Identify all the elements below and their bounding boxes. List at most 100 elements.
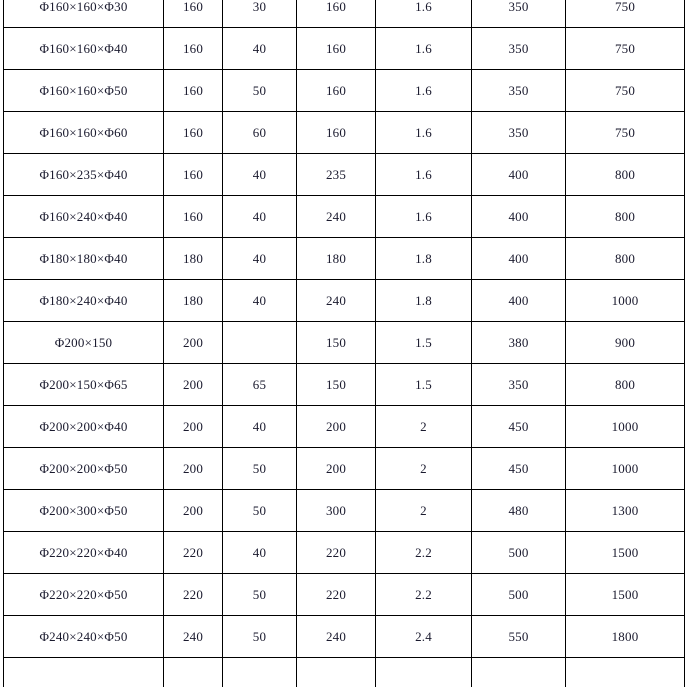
table-cell-a: 200 bbox=[163, 405, 223, 448]
table-cell-d: 1.8 bbox=[375, 237, 472, 280]
table-cell-f: 1500 bbox=[565, 573, 685, 616]
table-cell-f: 800 bbox=[565, 195, 685, 238]
table-row: Φ220×220×Φ50 220 50 220 2.2 500 1500 bbox=[3, 573, 685, 616]
table-cell-model: Φ180×240×Φ40 bbox=[3, 279, 164, 322]
table-cell-e: 500 bbox=[471, 573, 566, 616]
table-cell-f: 750 bbox=[565, 0, 685, 28]
table-cell-b: 40 bbox=[222, 153, 297, 196]
table-cell-model: Φ200×200×Φ50 bbox=[3, 447, 164, 490]
table-cell-d: 1.6 bbox=[375, 69, 472, 112]
table-cell-c: 160 bbox=[296, 111, 376, 154]
spec-table-scroller: Φ160×160×Φ30 160 30 160 1.6 350 750 Φ160×160×Φ4… bbox=[3, 0, 685, 687]
table-cell-b: 40 bbox=[222, 237, 297, 280]
table-row: Φ200×300×Φ50 200 50 300 2 480 1300 bbox=[3, 489, 685, 532]
table-cell-e: 480 bbox=[471, 489, 566, 532]
table-cell-e: 450 bbox=[471, 447, 566, 490]
table-cell-a: 200 bbox=[163, 447, 223, 490]
table-cell-d: 1.6 bbox=[375, 153, 472, 196]
table-cell-a: 160 bbox=[163, 69, 223, 112]
table-cell-b bbox=[222, 321, 297, 364]
table-cell-model bbox=[3, 657, 164, 687]
table-cell-f: 1000 bbox=[565, 279, 685, 322]
table-cell-b: 50 bbox=[222, 69, 297, 112]
specification-table-body: Φ160×160×Φ30 160 30 160 1.6 350 750 Φ160×160×Φ4… bbox=[3, 0, 685, 687]
table-cell-model: Φ160×235×Φ40 bbox=[3, 153, 164, 196]
table-cell-model: Φ160×160×Φ50 bbox=[3, 69, 164, 112]
table-cell-b: 50 bbox=[222, 447, 297, 490]
table-cell-f: 800 bbox=[565, 153, 685, 196]
table-cell-e: 550 bbox=[471, 615, 566, 658]
table-cell-e: 450 bbox=[471, 405, 566, 448]
table-cell-model: Φ160×240×Φ40 bbox=[3, 195, 164, 238]
table-row: Φ160×160×Φ30 160 30 160 1.6 350 750 bbox=[3, 0, 685, 28]
table-cell-e: 400 bbox=[471, 279, 566, 322]
table-cell-c: 150 bbox=[296, 363, 376, 406]
table-cell-d: 1.8 bbox=[375, 279, 472, 322]
table-cell-e: 500 bbox=[471, 531, 566, 574]
table-cell-b: 40 bbox=[222, 279, 297, 322]
table-cell-b bbox=[222, 657, 297, 687]
table-row: Φ160×160×Φ40 160 40 160 1.6 350 750 bbox=[3, 27, 685, 70]
table-cell-e: 400 bbox=[471, 237, 566, 280]
table-cell-c: 160 bbox=[296, 27, 376, 70]
table-cell-a bbox=[163, 657, 223, 687]
table-row bbox=[3, 657, 685, 687]
table-cell-f: 1000 bbox=[565, 447, 685, 490]
table-cell-a: 180 bbox=[163, 237, 223, 280]
table-cell-c: 220 bbox=[296, 531, 376, 574]
table-cell-b: 50 bbox=[222, 615, 297, 658]
table-cell-c: 200 bbox=[296, 405, 376, 448]
table-cell-d: 1.5 bbox=[375, 363, 472, 406]
table-cell-b: 30 bbox=[222, 0, 297, 28]
table-cell-a: 220 bbox=[163, 531, 223, 574]
table-cell-d: 1.6 bbox=[375, 195, 472, 238]
table-cell-e: 350 bbox=[471, 0, 566, 28]
table-cell-model: Φ240×240×Φ50 bbox=[3, 615, 164, 658]
table-cell-a: 160 bbox=[163, 195, 223, 238]
table-cell-a: 200 bbox=[163, 321, 223, 364]
table-cell-d: 1.6 bbox=[375, 27, 472, 70]
table-cell-model: Φ160×160×Φ40 bbox=[3, 27, 164, 70]
table-cell-a: 240 bbox=[163, 615, 223, 658]
table-cell-model: Φ220×220×Φ50 bbox=[3, 573, 164, 616]
table-cell-e: 350 bbox=[471, 69, 566, 112]
table-cell-f bbox=[565, 657, 685, 687]
table-row: Φ180×240×Φ40 180 40 240 1.8 400 1000 bbox=[3, 279, 685, 322]
table-row: Φ200×200×Φ40 200 40 200 2 450 1000 bbox=[3, 405, 685, 448]
table-cell-f: 750 bbox=[565, 69, 685, 112]
table-cell-f: 1000 bbox=[565, 405, 685, 448]
table-cell-d: 2.2 bbox=[375, 573, 472, 616]
table-cell-d: 2 bbox=[375, 447, 472, 490]
table-cell-b: 40 bbox=[222, 531, 297, 574]
table-cell-b: 50 bbox=[222, 573, 297, 616]
table-row: Φ220×220×Φ40 220 40 220 2.2 500 1500 bbox=[3, 531, 685, 574]
table-row: Φ160×160×Φ50 160 50 160 1.6 350 750 bbox=[3, 69, 685, 112]
table-cell-f: 800 bbox=[565, 237, 685, 280]
table-cell-d: 1.6 bbox=[375, 111, 472, 154]
table-cell-a: 160 bbox=[163, 153, 223, 196]
table-row: Φ160×235×Φ40 160 40 235 1.6 400 800 bbox=[3, 153, 685, 196]
table-cell-c bbox=[296, 657, 376, 687]
table-cell-b: 40 bbox=[222, 27, 297, 70]
table-cell-e: 350 bbox=[471, 363, 566, 406]
table-row: Φ180×180×Φ40 180 40 180 1.8 400 800 bbox=[3, 237, 685, 280]
table-cell-f: 1300 bbox=[565, 489, 685, 532]
table-cell-c: 240 bbox=[296, 279, 376, 322]
table-cell-model: Φ180×180×Φ40 bbox=[3, 237, 164, 280]
table-cell-d: 2.2 bbox=[375, 531, 472, 574]
table-cell-e: 380 bbox=[471, 321, 566, 364]
table-cell-a: 180 bbox=[163, 279, 223, 322]
table-row: Φ160×160×Φ60 160 60 160 1.6 350 750 bbox=[3, 111, 685, 154]
table-cell-f: 900 bbox=[565, 321, 685, 364]
table-row: Φ240×240×Φ50 240 50 240 2.4 550 1800 bbox=[3, 615, 685, 658]
table-cell-a: 220 bbox=[163, 573, 223, 616]
table-row: Φ200×150×Φ65 200 65 150 1.5 350 800 bbox=[3, 363, 685, 406]
table-cell-e: 400 bbox=[471, 195, 566, 238]
table-cell-f: 1800 bbox=[565, 615, 685, 658]
table-cell-d: 1.5 bbox=[375, 321, 472, 364]
table-cell-a: 160 bbox=[163, 0, 223, 28]
table-cell-a: 160 bbox=[163, 27, 223, 70]
table-cell-d: 2 bbox=[375, 489, 472, 532]
table-cell-a: 200 bbox=[163, 489, 223, 532]
